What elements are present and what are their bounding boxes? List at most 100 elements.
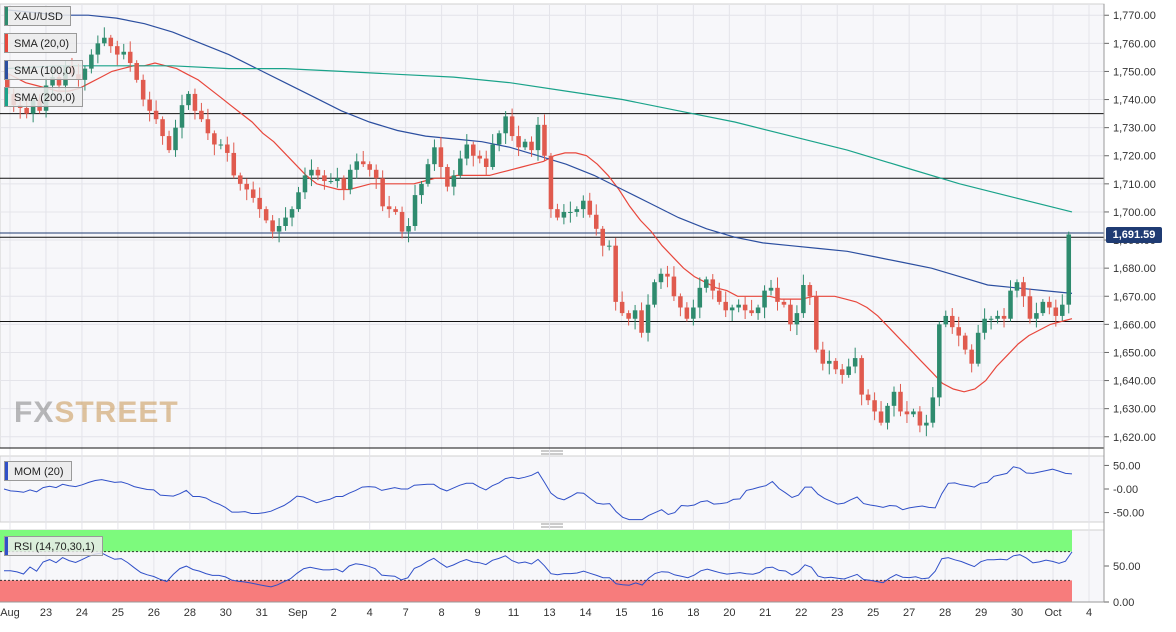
candle-body	[768, 287, 774, 291]
candle-body	[186, 93, 191, 106]
candle-body	[302, 175, 308, 193]
candle-body	[969, 349, 974, 364]
candle-body	[199, 110, 204, 120]
sma20-label[interactable]: SMA (20,0)	[4, 33, 78, 53]
candle-body	[613, 245, 618, 302]
candle-body	[179, 105, 185, 128]
sma20-swatch	[5, 34, 8, 52]
candle-body	[341, 178, 347, 190]
candle-body	[839, 369, 845, 375]
mom-swatch	[5, 462, 8, 480]
x-tick-label: Oct	[1044, 607, 1061, 619]
candle-body	[89, 54, 94, 69]
candle-body	[924, 422, 929, 426]
candle-body	[736, 304, 741, 308]
candle-body	[574, 209, 580, 212]
candle-body	[833, 360, 839, 370]
candle-body	[995, 315, 1000, 319]
y-tick-label: 1,720.00	[1113, 151, 1156, 163]
candle-body	[127, 51, 133, 64]
y-tick-label: 1,730.00	[1113, 123, 1156, 135]
candle-body	[645, 304, 651, 333]
candle-body	[852, 358, 858, 367]
x-tick-label: 29	[975, 607, 987, 619]
rsi-oversold-zone	[0, 580, 1072, 602]
candle-body	[503, 116, 508, 134]
y-tick-label: 1,680.00	[1113, 263, 1156, 275]
candle-body	[555, 209, 560, 218]
candle-body	[865, 394, 871, 401]
candle-body	[522, 141, 528, 148]
symbol-label[interactable]: XAU/USD	[4, 6, 71, 26]
candle-body	[445, 166, 450, 187]
candle-body	[231, 152, 237, 176]
y-tick-label: 1,740.00	[1113, 95, 1156, 107]
candle-body	[917, 411, 923, 426]
candle-body	[600, 228, 605, 246]
candle-body	[775, 287, 780, 302]
pane-splitter-2[interactable]	[541, 523, 563, 528]
candle-body	[464, 144, 470, 159]
candle-body	[322, 175, 327, 182]
candle-body	[691, 307, 696, 319]
candle-body	[360, 161, 366, 165]
candle-body	[626, 313, 631, 319]
candle-body	[742, 304, 748, 311]
candle-body	[95, 43, 101, 55]
x-tick-label: 7	[403, 607, 409, 619]
candle-body	[755, 307, 761, 314]
x-tick-label: 15	[615, 607, 627, 619]
mom-label[interactable]: MOM (20)	[4, 461, 72, 481]
rsi-tick-label: 0.00	[1113, 597, 1134, 609]
y-tick-label: 1,640.00	[1113, 376, 1156, 388]
symbol-text: XAU/USD	[14, 11, 63, 23]
rsi-swatch	[5, 537, 8, 555]
pane-splitter-1[interactable]	[541, 450, 563, 455]
sma100-text: SMA (100,0)	[14, 65, 76, 77]
x-tick-label: 4	[1086, 607, 1092, 619]
sma200-label[interactable]: SMA (200,0)	[4, 87, 84, 107]
candle-body	[289, 209, 295, 218]
sma200-line	[3, 65, 1073, 213]
candle-body	[166, 136, 172, 151]
candle-body	[108, 37, 114, 47]
candle-body	[671, 276, 677, 297]
candle-body	[134, 63, 139, 80]
y-tick-label: 1,620.00	[1113, 432, 1156, 444]
candle-body	[438, 147, 444, 167]
y-tick-label: 1,670.00	[1113, 291, 1156, 303]
sma100-label[interactable]: SMA (100,0)	[4, 60, 84, 80]
x-tick-label: 4	[367, 607, 373, 619]
candle-body	[82, 68, 88, 80]
x-tick-label: 22	[795, 607, 807, 619]
candle-body	[490, 144, 495, 167]
candle-body	[1021, 282, 1026, 297]
candle-body	[276, 226, 282, 232]
candle-body	[270, 220, 275, 232]
candle-body	[975, 332, 981, 364]
last-price-tag: 1,691.59	[1106, 227, 1162, 243]
candle-body	[380, 178, 385, 207]
candle-body	[898, 391, 903, 412]
x-tick-label: 25	[867, 607, 879, 619]
candle-body	[846, 366, 851, 375]
candle-body	[749, 310, 754, 314]
mom-tick-label: -50.00	[1113, 508, 1144, 520]
candle-body	[263, 209, 269, 221]
candle-body	[399, 211, 405, 232]
candle-body	[250, 189, 256, 198]
candle-body	[962, 335, 968, 350]
candle-body	[4, 74, 10, 94]
rsi-text: RSI (14,70,30,1)	[14, 541, 95, 553]
x-tick-label: Sep	[288, 607, 308, 619]
momentum-line	[3, 466, 1073, 521]
x-tick-label: 18	[687, 607, 699, 619]
rsi-label[interactable]: RSI (14,70,30,1)	[4, 536, 103, 556]
candle-body	[891, 391, 897, 406]
x-tick-label: 14	[579, 607, 591, 619]
candle-body	[406, 226, 411, 232]
candle-body	[606, 245, 612, 247]
candle-body	[386, 206, 392, 210]
candle-body	[315, 169, 321, 176]
